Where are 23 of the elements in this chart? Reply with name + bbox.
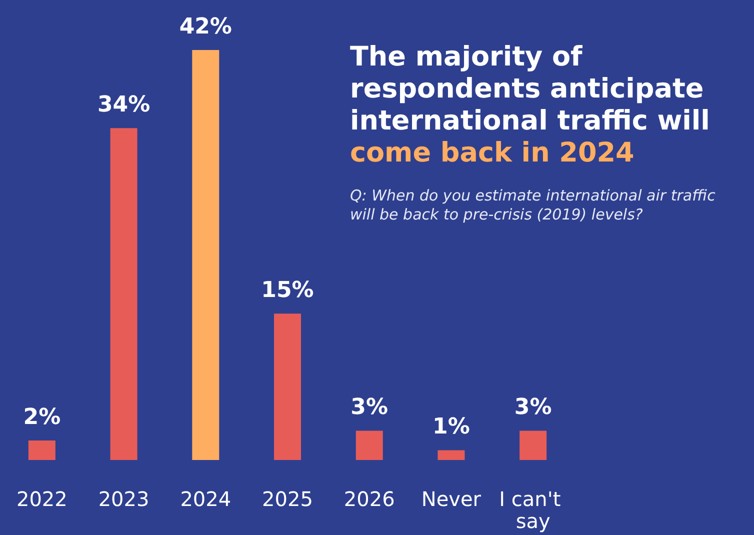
bar xyxy=(520,430,547,460)
x-tick-label: I can't say xyxy=(499,487,568,533)
x-tick-label: 2022 xyxy=(16,487,68,511)
x-tick-label: 2025 xyxy=(262,487,313,511)
data-label: 1% xyxy=(432,414,470,440)
bar xyxy=(274,314,301,460)
x-tick-label: 2026 xyxy=(344,487,395,511)
data-label: 42% xyxy=(179,14,232,40)
bar xyxy=(192,50,220,460)
bar xyxy=(28,440,56,460)
data-label: 2% xyxy=(23,404,61,430)
data-label: 15% xyxy=(261,278,314,304)
bar xyxy=(356,430,383,460)
x-tick-label: 2024 xyxy=(180,487,232,511)
bar xyxy=(110,128,138,460)
data-label: 3% xyxy=(350,395,388,420)
text: The majority of respondents anticipate international traffic will come back in 2024 xyxy=(350,42,710,168)
bar xyxy=(438,450,465,460)
data-label: 3% xyxy=(514,395,552,420)
x-tick-label: 2023 xyxy=(98,487,150,511)
text: Q: When do you estimate international air traffic will be back to pre-crisis (2019) levels? xyxy=(350,186,716,224)
data-label: 34% xyxy=(97,92,150,118)
x-tick-label: Never xyxy=(421,487,482,511)
